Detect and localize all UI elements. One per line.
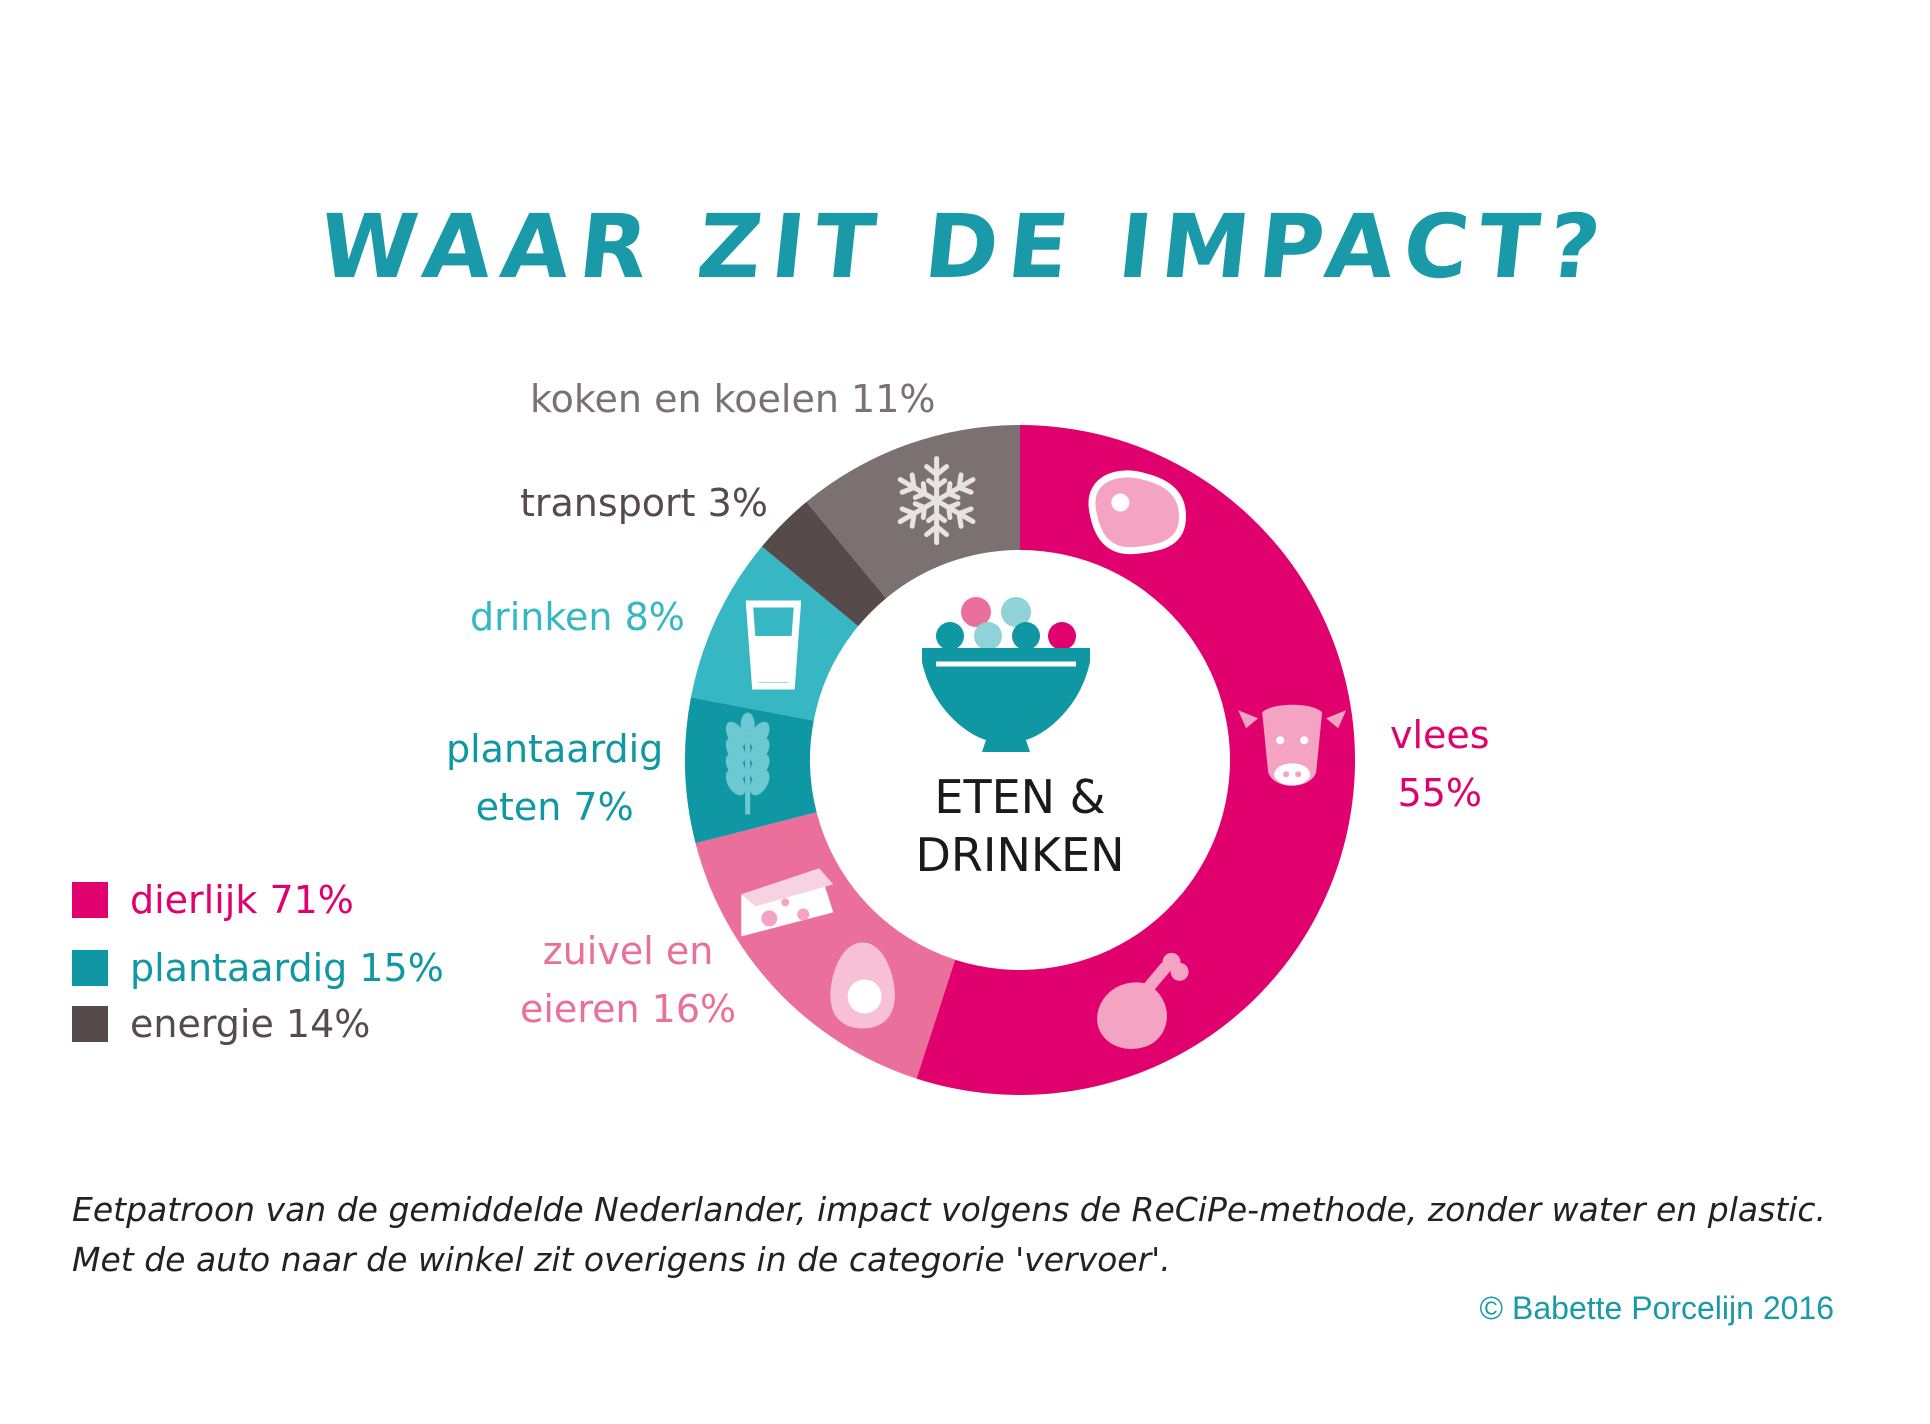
legend-item-energie: energie 14%: [72, 996, 444, 1052]
cow-icon: [1238, 704, 1347, 786]
segment-icons: [725, 456, 1347, 1049]
label-plantaardig-line2: eten 7%: [475, 785, 634, 829]
caption-line2: Met de auto naar de winkel zit overigens…: [72, 1240, 1171, 1279]
caption: Eetpatroon van de gemiddelde Nederlander…: [72, 1185, 1872, 1285]
label-transport: transport 3%: [520, 474, 768, 532]
label-vlees-line1: vlees: [1390, 713, 1490, 757]
bowl-icon: [922, 597, 1090, 752]
label-zuivel-line2: eieren 16%: [520, 987, 737, 1031]
legend-swatch-dierlijk: [72, 882, 108, 918]
egg-icon: [830, 942, 895, 1029]
label-vlees: vlees 55%: [1390, 706, 1490, 822]
center-label-line1: ETEN &: [934, 770, 1106, 824]
label-zuivel: zuivel en eieren 16%: [520, 922, 736, 1038]
label-plantaardig: plantaardig eten 7%: [446, 720, 663, 836]
label-drinken: drinken 8%: [470, 588, 685, 646]
legend: dierlijk 71% plantaardig 15% energie 14%: [72, 872, 444, 1052]
legend-swatch-energie: [72, 1006, 108, 1042]
label-drinken-line1: drinken 8%: [470, 595, 685, 639]
center-label-line2: DRINKEN: [915, 828, 1125, 882]
label-koken: koken en koelen 11%: [530, 370, 935, 428]
label-transport-line1: transport 3%: [520, 481, 768, 525]
legend-item-dierlijk: dierlijk 71%: [72, 872, 444, 928]
legend-item-plantaardig: plantaardig 15%: [72, 940, 444, 996]
legend-swatch-plantaardig: [72, 950, 108, 986]
label-zuivel-line1: zuivel en: [542, 929, 714, 973]
glass-icon: [745, 600, 802, 690]
donut-segments: [684, 425, 1356, 1095]
legend-label-plantaardig: plantaardig 15%: [130, 946, 444, 990]
segment-vlees: [916, 425, 1356, 1095]
center-label: ETEN & DRINKEN: [870, 768, 1170, 884]
steak-icon: [1088, 470, 1186, 555]
wheat-icon: [725, 712, 770, 815]
cheese-icon: [741, 868, 834, 937]
credit: © Babette Porcelijn 2016: [1479, 1290, 1834, 1326]
label-vlees-line2: 55%: [1397, 771, 1483, 815]
caption-line1: Eetpatroon van de gemiddelde Nederlander…: [72, 1190, 1827, 1229]
label-koken-line1: koken en koelen 11%: [530, 377, 936, 421]
chicken-leg-icon: [1097, 952, 1189, 1049]
label-plantaardig-line1: plantaardig: [446, 727, 664, 771]
legend-label-energie: energie 14%: [130, 1002, 371, 1046]
snowflake-icon: [897, 456, 976, 546]
legend-label-dierlijk: dierlijk 71%: [130, 878, 354, 922]
segment-transport: [761, 501, 887, 627]
segment-drinken: [690, 546, 859, 721]
